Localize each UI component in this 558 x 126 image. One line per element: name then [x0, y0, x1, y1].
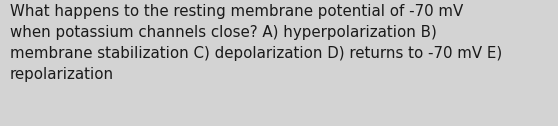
Text: What happens to the resting membrane potential of -70 mV
when potassium channels: What happens to the resting membrane pot…	[10, 4, 502, 82]
